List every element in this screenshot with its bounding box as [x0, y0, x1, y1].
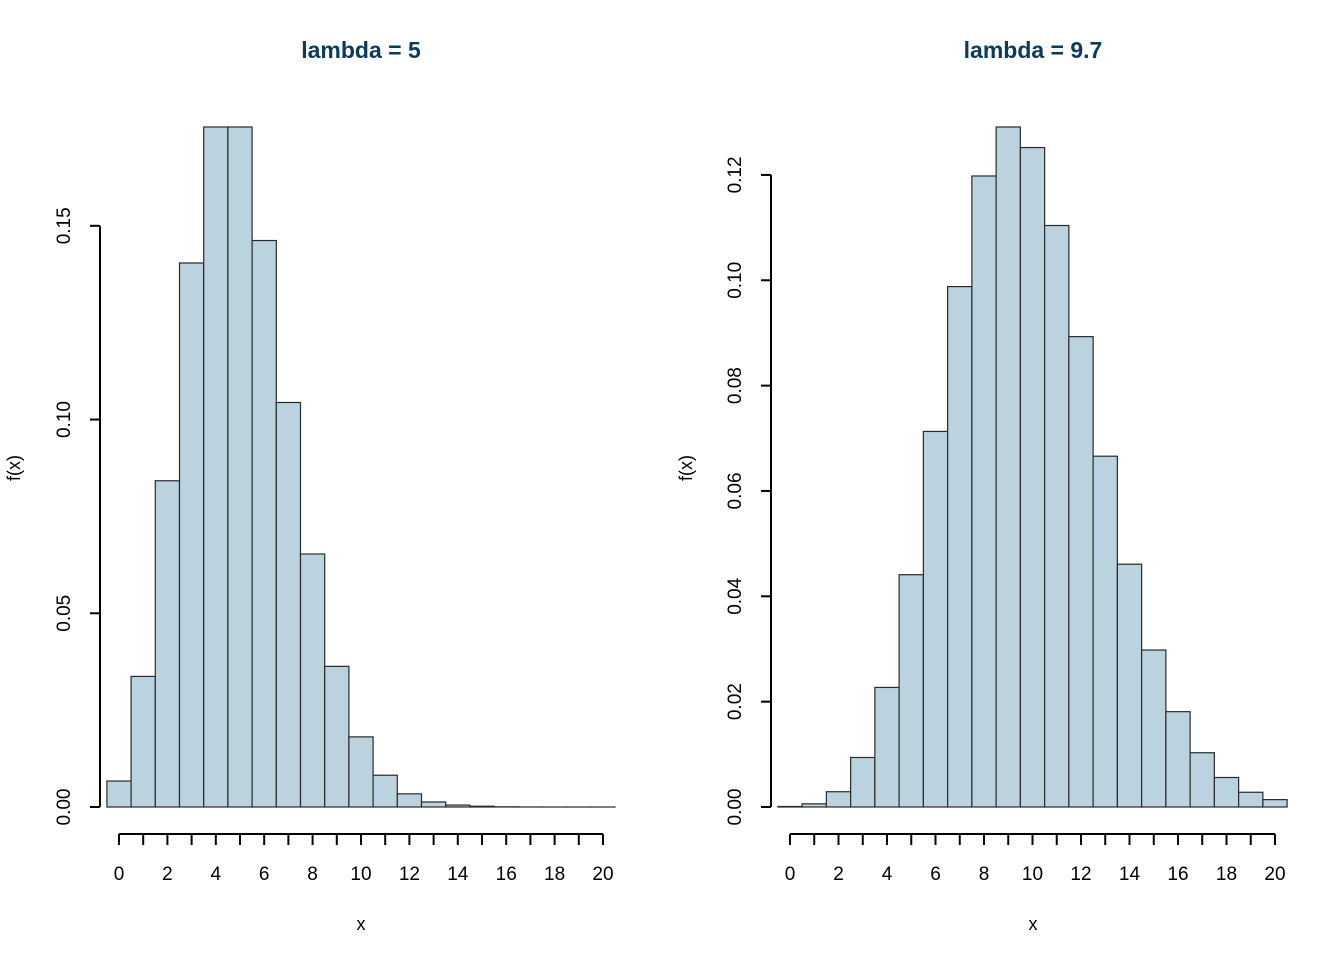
bar-x-20: [1262, 799, 1288, 808]
bar-x-10: [1019, 146, 1046, 808]
x-tick-label: 12: [399, 864, 420, 885]
y-tick-label: 0.00: [54, 789, 75, 826]
chart-title: lambda = 9.7: [964, 37, 1103, 63]
x-tick-label: 4: [882, 864, 893, 885]
bar-x-1: [801, 803, 827, 808]
bars: [106, 126, 616, 808]
bar-x-14: [445, 804, 471, 808]
bar-x-18: [1213, 776, 1240, 808]
bar-x-7: [947, 285, 973, 808]
chart-title: lambda = 5: [301, 37, 421, 63]
bar-x-12: [1068, 336, 1094, 808]
x-tick-label: 12: [1070, 864, 1091, 885]
x-tick-label: 14: [1119, 864, 1141, 885]
bar-x-15: [469, 805, 495, 808]
x-tick-label: 14: [447, 864, 469, 885]
bar-x-12: [396, 793, 423, 808]
bars: [777, 126, 1288, 808]
bar-x-4: [203, 126, 229, 808]
bar-x-4: [874, 686, 900, 808]
x-tick-label: 18: [1216, 864, 1237, 885]
y-axis-label: f(x): [676, 455, 696, 481]
x-axis-label: x: [1029, 914, 1038, 934]
y-axis: 0.00 0.05 0.10 0.15: [54, 207, 101, 826]
x-tick-label: 0: [785, 864, 796, 885]
bar-x-13: [1092, 455, 1118, 808]
y-tick-label: 0.10: [725, 262, 746, 299]
y-axis-label: f(x): [4, 455, 24, 481]
y-tick-label: 0.15: [54, 207, 75, 244]
bar-x-9: [324, 665, 350, 808]
bar-x-2: [825, 791, 852, 808]
y-tick-label: 0.00: [725, 789, 746, 826]
x-tick-label: 20: [1264, 864, 1285, 885]
bar-x-0: [106, 780, 132, 808]
x-tick-label: 10: [1022, 864, 1043, 885]
x-axis-label: x: [357, 914, 366, 934]
bar-x-2: [154, 480, 181, 808]
bar-x-8: [299, 553, 326, 808]
x-tick-label: 18: [544, 864, 565, 885]
bar-x-3: [178, 262, 205, 808]
bar-x-17: [1189, 752, 1215, 808]
x-tick-label: 4: [211, 864, 222, 885]
x-tick-label: 6: [259, 864, 270, 885]
y-tick-label: 0.08: [725, 367, 746, 404]
x-tick-label: 2: [162, 864, 173, 885]
x-tick-label: 10: [350, 864, 371, 885]
bar-x-1: [130, 675, 156, 808]
bar-x-5: [227, 126, 253, 808]
y-tick-label: 0.10: [54, 401, 75, 438]
x-tick-label: 8: [307, 864, 318, 885]
x-tick-label: 2: [833, 864, 844, 885]
y-tick-label: 0.04: [725, 577, 746, 614]
bar-x-19: [1238, 791, 1264, 808]
bar-x-11: [372, 774, 398, 808]
bar-x-6: [922, 430, 949, 808]
x-tick-label: 16: [1167, 864, 1188, 885]
bar-x-11: [1044, 224, 1070, 808]
y-axis: 0.00 0.02 0.04 0.06 0.08 0.10 0.12: [725, 156, 772, 826]
bar-x-8: [971, 175, 997, 808]
x-tick-label: 0: [114, 864, 125, 885]
y-tick-label: 0.05: [54, 595, 75, 632]
bar-x-9: [995, 126, 1021, 808]
x-axis: 0 2 4 6 8 10 12 14 16 18 20: [114, 833, 614, 885]
y-tick-label: 0.02: [725, 683, 746, 720]
bar-x-5: [898, 574, 924, 808]
bar-x-16: [1165, 711, 1191, 808]
y-tick-label: 0.06: [725, 472, 746, 509]
x-tick-label: 16: [496, 864, 517, 885]
panel-lambda-9-7: lambda = 9.7 0.00 0.02 0.04 0.06 0.08 0.10 0.1…: [676, 37, 1288, 934]
panel-lambda-5: lambda = 5 0.00 0.05 0.10 0.15 0 2 4 6 8 10 12 14 1…: [4, 37, 616, 934]
bar-x-0: [777, 805, 803, 808]
bar-x-14: [1116, 563, 1143, 808]
bar-x-13: [420, 801, 447, 808]
x-tick-label: 6: [930, 864, 941, 885]
bar-x-7: [275, 401, 302, 808]
x-axis: 0 2 4 6 8 10 12 14 16 18 20: [785, 833, 1286, 885]
x-tick-label: 8: [979, 864, 990, 885]
bar-x-10: [348, 736, 374, 808]
bar-x-15: [1141, 649, 1167, 808]
x-tick-label: 20: [592, 864, 613, 885]
bar-x-3: [850, 756, 876, 808]
y-tick-label: 0.12: [725, 156, 746, 193]
bar-x-6: [251, 239, 277, 808]
